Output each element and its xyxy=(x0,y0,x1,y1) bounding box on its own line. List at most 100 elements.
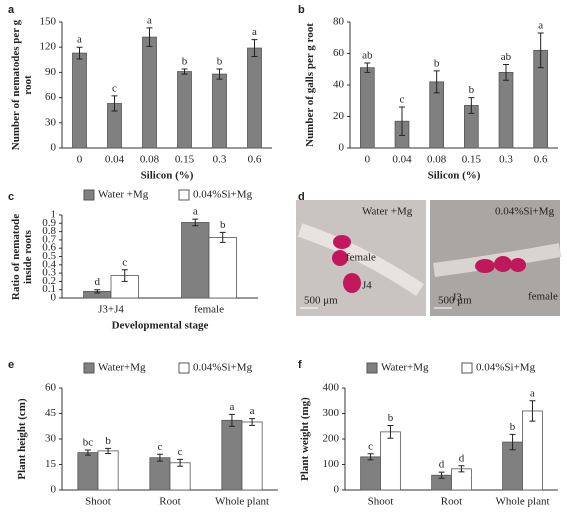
x-tick-label: 0 xyxy=(365,154,371,166)
y-tick-label: 150 xyxy=(40,16,57,28)
x-tick-label: Shoot xyxy=(368,496,394,508)
panel-label: b xyxy=(298,4,305,16)
error-bar xyxy=(367,453,374,461)
y-axis-label: Number of nematodes per g root xyxy=(10,19,34,151)
legend-label: 0.04%Si+Mg xyxy=(193,362,253,374)
bar xyxy=(380,431,401,491)
error-bar xyxy=(84,449,91,456)
error-bar xyxy=(177,458,184,467)
significance-letter: a xyxy=(147,14,152,26)
error-bar xyxy=(399,106,405,136)
x-tick-label: Root xyxy=(441,496,462,508)
y-tick-label: 60 xyxy=(333,47,345,59)
x-tick-label: 0.15 xyxy=(462,154,482,166)
x-tick-label: Shoot xyxy=(85,496,111,508)
bar xyxy=(221,419,243,491)
photo-annotation: 500 μm xyxy=(304,295,338,307)
bar xyxy=(181,222,210,299)
significance-letter: b xyxy=(434,57,440,69)
y-tick-label: 90 xyxy=(45,66,57,78)
error-bar xyxy=(468,97,475,114)
significance-letter: a xyxy=(538,20,543,32)
x-tick-label: Whole plant xyxy=(215,496,269,508)
y-tick-label: 100 xyxy=(323,458,340,470)
legend-label: Water+Mg xyxy=(381,362,429,374)
bar xyxy=(208,237,237,299)
legend-label: 0.04%Si+Mg xyxy=(476,362,536,374)
bar xyxy=(97,450,119,491)
significance-letter: a xyxy=(530,387,535,399)
significance-letter: d xyxy=(459,452,465,464)
bar xyxy=(247,47,262,149)
significance-letter: c xyxy=(122,256,127,268)
y-axis-label: Plant height (cm) xyxy=(16,398,28,480)
significance-letter: a xyxy=(250,405,255,417)
x-tick-label: 0.08 xyxy=(140,154,160,166)
photo-annotation: J4 xyxy=(362,280,372,292)
panel-label: f xyxy=(298,359,302,371)
x-tick-label: 0.15 xyxy=(175,154,195,166)
bar xyxy=(177,71,192,149)
significance-letter: c xyxy=(368,440,373,452)
y-tick-label: 0.3 xyxy=(42,267,56,279)
y-tick-label: 0.9 xyxy=(42,217,56,229)
bar xyxy=(359,67,375,149)
y-tick-label: 40 xyxy=(333,79,345,91)
bar xyxy=(77,452,99,491)
y-tick-label: 0 xyxy=(51,484,57,496)
error-bar xyxy=(105,447,112,454)
error-bar xyxy=(438,471,445,479)
error-bar xyxy=(537,32,544,69)
significance-letter: ab xyxy=(501,51,512,63)
legend-swatch xyxy=(178,362,190,374)
x-tick-label: 0 xyxy=(77,154,83,166)
bar xyxy=(169,462,191,491)
bar xyxy=(522,410,543,491)
error-bar xyxy=(156,453,163,462)
significance-letter: b xyxy=(220,219,226,231)
y-tick-label: 400 xyxy=(323,382,340,394)
x-tick-label: 0.04 xyxy=(392,154,412,166)
significance-letter: c xyxy=(178,446,183,458)
error-bar xyxy=(529,400,536,422)
panel-label: e xyxy=(8,359,14,371)
y-tick-label: 45 xyxy=(45,407,57,419)
bar xyxy=(142,36,157,149)
y-tick-label: 0 xyxy=(51,292,57,304)
x-tick-label: Root xyxy=(159,496,180,508)
error-bar xyxy=(364,62,371,73)
x-tick-label: 0.08 xyxy=(427,154,447,166)
x-tick-label: female xyxy=(194,304,224,316)
legend-swatch xyxy=(83,189,95,201)
y-tick-label: 0.4 xyxy=(42,258,56,270)
nematode xyxy=(494,256,512,272)
error-bar xyxy=(216,68,223,80)
nematode xyxy=(510,258,526,272)
y-tick-label: 0.2 xyxy=(42,275,56,287)
y-axis-label: Ratio of nematode inside roots xyxy=(10,213,34,300)
photo-annotation: Water +Mg xyxy=(362,206,413,218)
significance-letter: b xyxy=(217,56,223,68)
x-tick-label: 0.3 xyxy=(499,154,513,166)
bar xyxy=(149,457,171,491)
significance-letter: a xyxy=(77,34,82,46)
significance-letter: c xyxy=(112,82,117,94)
panel-label: d xyxy=(298,191,305,203)
bar xyxy=(241,421,263,491)
x-tick-label: Whole plant xyxy=(495,496,549,508)
error-bar xyxy=(146,27,153,47)
legend-label: Water +Mg xyxy=(98,189,149,201)
legend-label: Water+Mg xyxy=(98,362,146,374)
nematode xyxy=(333,235,351,249)
photo-annotation: female xyxy=(528,291,558,303)
significance-letter: a xyxy=(229,401,234,413)
panel-label: a xyxy=(8,4,15,16)
y-tick-label: 60 xyxy=(45,382,57,394)
y-tick-label: 0.7 xyxy=(42,233,56,245)
y-tick-label: 20 xyxy=(333,110,345,122)
error-bar xyxy=(251,39,258,57)
y-tick-label: 30 xyxy=(45,116,57,128)
legend-swatch xyxy=(461,362,473,374)
error-bar xyxy=(503,64,509,81)
